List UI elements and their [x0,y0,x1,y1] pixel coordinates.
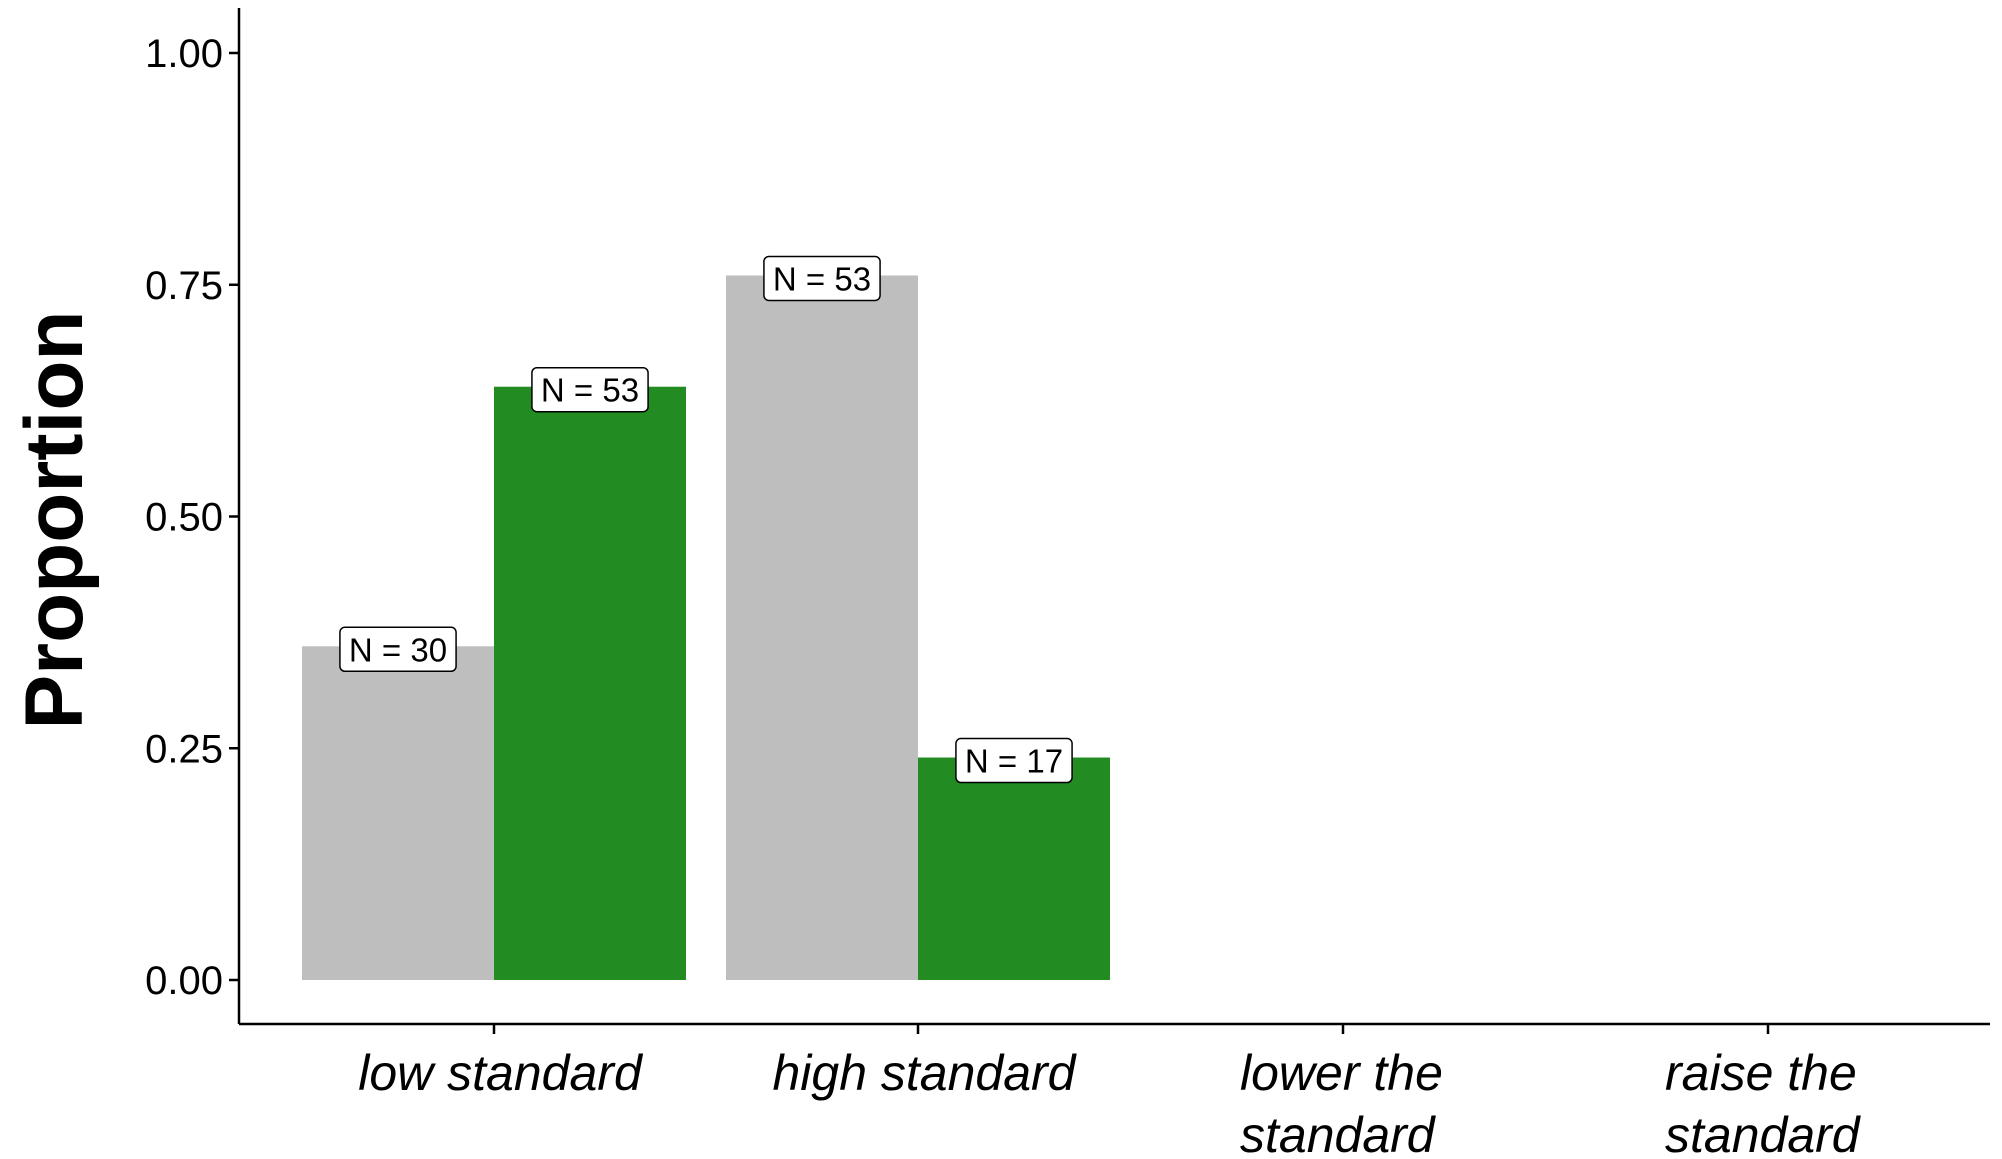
data-label: N = 53 [531,366,649,413]
data-label-box [955,737,1073,784]
data-labels-group: N = 30 N = 53 N = 53 N = 17 [339,255,1073,784]
data-label-box [339,626,457,673]
x-tick-label-line: standard [1240,1107,1437,1159]
bar [494,386,686,981]
ticks-group: 0.00 0.25 0.50 0.75 1.00 low standard high sta… [145,32,1862,1159]
x-tick-label-line: lower the [1240,1045,1443,1101]
y-tick-label: 0.25 [145,727,223,771]
data-label-text: N = 53 [773,260,871,297]
bars-group [302,275,1110,981]
x-tick-label: low standard [358,1045,644,1101]
data-label: N = 30 [339,626,457,673]
data-label: N = 17 [955,737,1073,784]
data-label: N = 53 [763,255,881,302]
data-label-text: N = 17 [965,743,1063,780]
y-tick-label: 0.00 [145,959,223,1003]
x-tick-label: lower the standard [1240,1045,1443,1159]
data-label-box [763,255,881,302]
y-axis-title: Proportion [9,310,100,729]
x-tick-label-line: standard [1665,1107,1862,1159]
data-label-text: N = 53 [541,372,639,409]
bar [918,757,1110,980]
y-tick-label: 0.50 [145,496,223,540]
y-tick-label: 1.00 [145,32,223,76]
y-tick-label: 0.75 [145,264,223,308]
bar [726,275,918,981]
x-tick-label-line: raise the [1665,1045,1857,1101]
y-axis-title-group: Proportion [9,310,100,729]
x-tick-label: raise the standard [1665,1045,1862,1159]
x-tick-label: high standard [772,1045,1077,1101]
data-label-text: N = 30 [349,631,447,668]
bar [302,646,494,980]
data-label-box [531,366,649,413]
